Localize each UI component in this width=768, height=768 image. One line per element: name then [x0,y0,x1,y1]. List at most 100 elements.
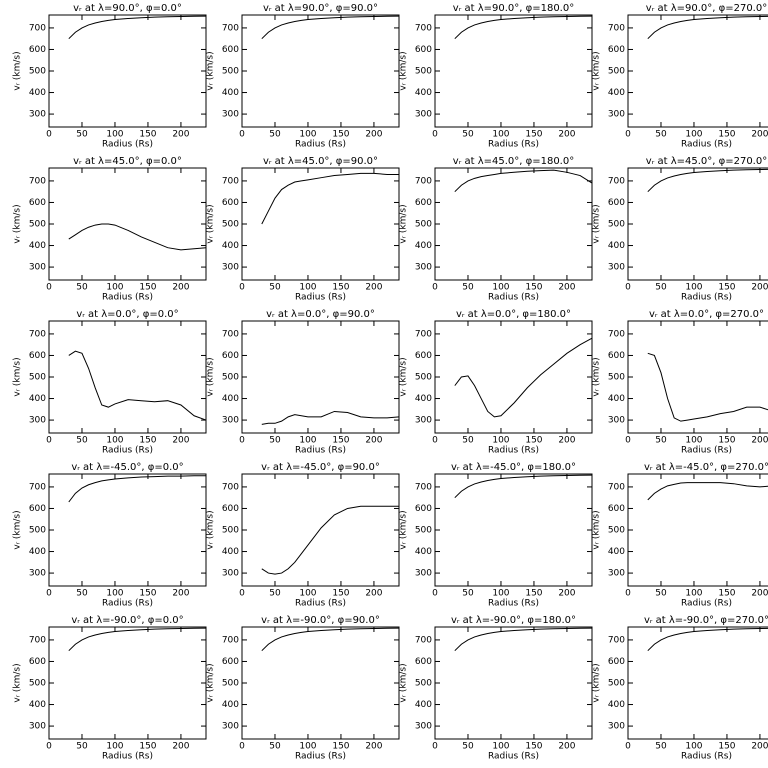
x-tick-label: 200 [751,742,768,752]
y-tick-label: 600 [29,45,46,55]
y-tick-label: 700 [415,23,432,33]
x-tick-label: 200 [365,742,382,752]
panel: vᵣ at λ=-90.0°, φ=90.0° Radius (Rs) vᵣ (km… [206,615,400,762]
y-tick-label: 400 [222,241,239,251]
data-line [261,505,399,575]
y-tick-label: 400 [29,394,46,404]
plot-frame [434,626,593,740]
panel: vᵣ at λ=45.0°, φ=0.0° Radius (Rs) vᵣ (km/s… [13,156,207,303]
x-tick-label: 100 [685,130,702,140]
y-tick-label: 400 [608,547,625,557]
x-tick-label: 50 [76,436,88,446]
y-tick-label: 400 [29,547,46,557]
x-tick-label: 150 [139,130,156,140]
x-tick-label: 50 [462,589,474,599]
y-tick-label: 600 [222,657,239,667]
x-tick-label: 150 [718,436,735,446]
y-tick-label: 300 [222,416,239,426]
y-axis-label: vᵣ (km/s) [399,357,409,396]
x-tick-label: 0 [46,742,52,752]
y-axis-label: vᵣ (km/s) [13,663,23,702]
y-tick-label: 500 [608,220,625,230]
y-tick-label: 400 [29,88,46,98]
plot-frame [48,320,207,434]
x-tick-label: 100 [106,283,123,293]
y-axis-label: vᵣ (km/s) [206,357,216,396]
x-axis-label: Radius (Rs) [681,293,732,303]
panel: vᵣ at λ=-45.0°, φ=0.0° Radius (Rs) vᵣ (km/… [13,462,207,609]
chart-title: vᵣ at λ=0.0°, φ=180.0° [456,309,571,320]
x-axis-label: Radius (Rs) [295,599,346,609]
x-tick-label: 50 [269,130,281,140]
panel: vᵣ at λ=90.0°, φ=0.0° Radius (Rs) vᵣ (km/s… [13,3,207,150]
data-line [454,627,593,652]
x-tick-label: 200 [751,436,768,446]
y-tick-label: 700 [415,482,432,492]
x-axis-label: Radius (Rs) [681,446,732,456]
x-tick-label: 0 [239,436,245,446]
y-tick-label: 600 [222,45,239,55]
x-tick-label: 150 [525,742,542,752]
chart-title: vᵣ at λ=45.0°, φ=90.0° [263,156,378,167]
y-tick-label: 500 [415,679,432,689]
x-tick-label: 50 [655,283,667,293]
y-tick-label: 700 [608,482,625,492]
y-tick-label: 300 [608,263,625,273]
x-tick-label: 0 [46,130,52,140]
y-tick-label: 400 [608,394,625,404]
y-tick-label: 400 [608,700,625,710]
x-tick-label: 50 [76,589,88,599]
x-tick-label: 150 [525,130,542,140]
x-tick-label: 200 [365,436,382,446]
y-tick-label: 500 [415,526,432,536]
y-axis-label: vᵣ (km/s) [592,510,602,549]
x-tick-label: 0 [239,130,245,140]
x-tick-label: 200 [558,130,575,140]
x-tick-label: 0 [432,589,438,599]
y-axis-label: vᵣ (km/s) [592,204,602,243]
data-line [261,627,400,652]
x-tick-label: 50 [462,436,474,446]
data-line [647,482,768,501]
y-tick-label: 700 [608,176,625,186]
y-tick-label: 700 [608,23,625,33]
panel: vᵣ at λ=90.0°, φ=270.0° Radius (Rs) vᵣ (km… [592,3,768,150]
y-tick-label: 600 [222,351,239,361]
x-tick-label: 150 [139,589,156,599]
chart-title: vᵣ at λ=-90.0°, φ=180.0° [451,615,576,626]
y-tick-label: 300 [608,110,625,120]
y-tick-label: 300 [415,263,432,273]
x-axis-label: Radius (Rs) [102,599,153,609]
y-tick-label: 600 [415,351,432,361]
y-tick-label: 700 [608,635,625,645]
y-tick-label: 400 [608,241,625,251]
y-tick-label: 700 [29,482,46,492]
x-tick-label: 200 [751,130,768,140]
panel: vᵣ at λ=0.0°, φ=180.0° Radius (Rs) vᵣ (km/… [399,309,593,456]
y-tick-label: 400 [222,547,239,557]
plot-frame [627,473,768,587]
y-tick-label: 600 [29,198,46,208]
x-axis-label: Radius (Rs) [102,140,153,150]
data-line [454,337,593,418]
plot-frame [434,320,593,434]
panel: vᵣ at λ=0.0°, φ=90.0° Radius (Rs) vᵣ (km/s… [206,309,400,456]
y-tick-label: 300 [222,263,239,273]
plot-frame [48,626,207,740]
y-tick-label: 700 [222,482,239,492]
chart-title: vᵣ at λ=0.0°, φ=90.0° [266,309,375,320]
plot-frame [48,473,207,587]
y-tick-label: 500 [29,679,46,689]
y-tick-label: 400 [415,88,432,98]
panel: vᵣ at λ=-90.0°, φ=180.0° Radius (Rs) vᵣ (k… [399,615,593,762]
data-line [68,475,206,503]
y-axis-label: vᵣ (km/s) [13,357,23,396]
y-tick-label: 600 [29,351,46,361]
y-tick-label: 500 [222,373,239,383]
x-tick-label: 150 [332,589,349,599]
x-tick-label: 0 [625,130,631,140]
y-tick-label: 500 [415,373,432,383]
x-tick-label: 100 [299,742,316,752]
x-tick-label: 100 [299,589,316,599]
x-tick-label: 50 [655,589,667,599]
